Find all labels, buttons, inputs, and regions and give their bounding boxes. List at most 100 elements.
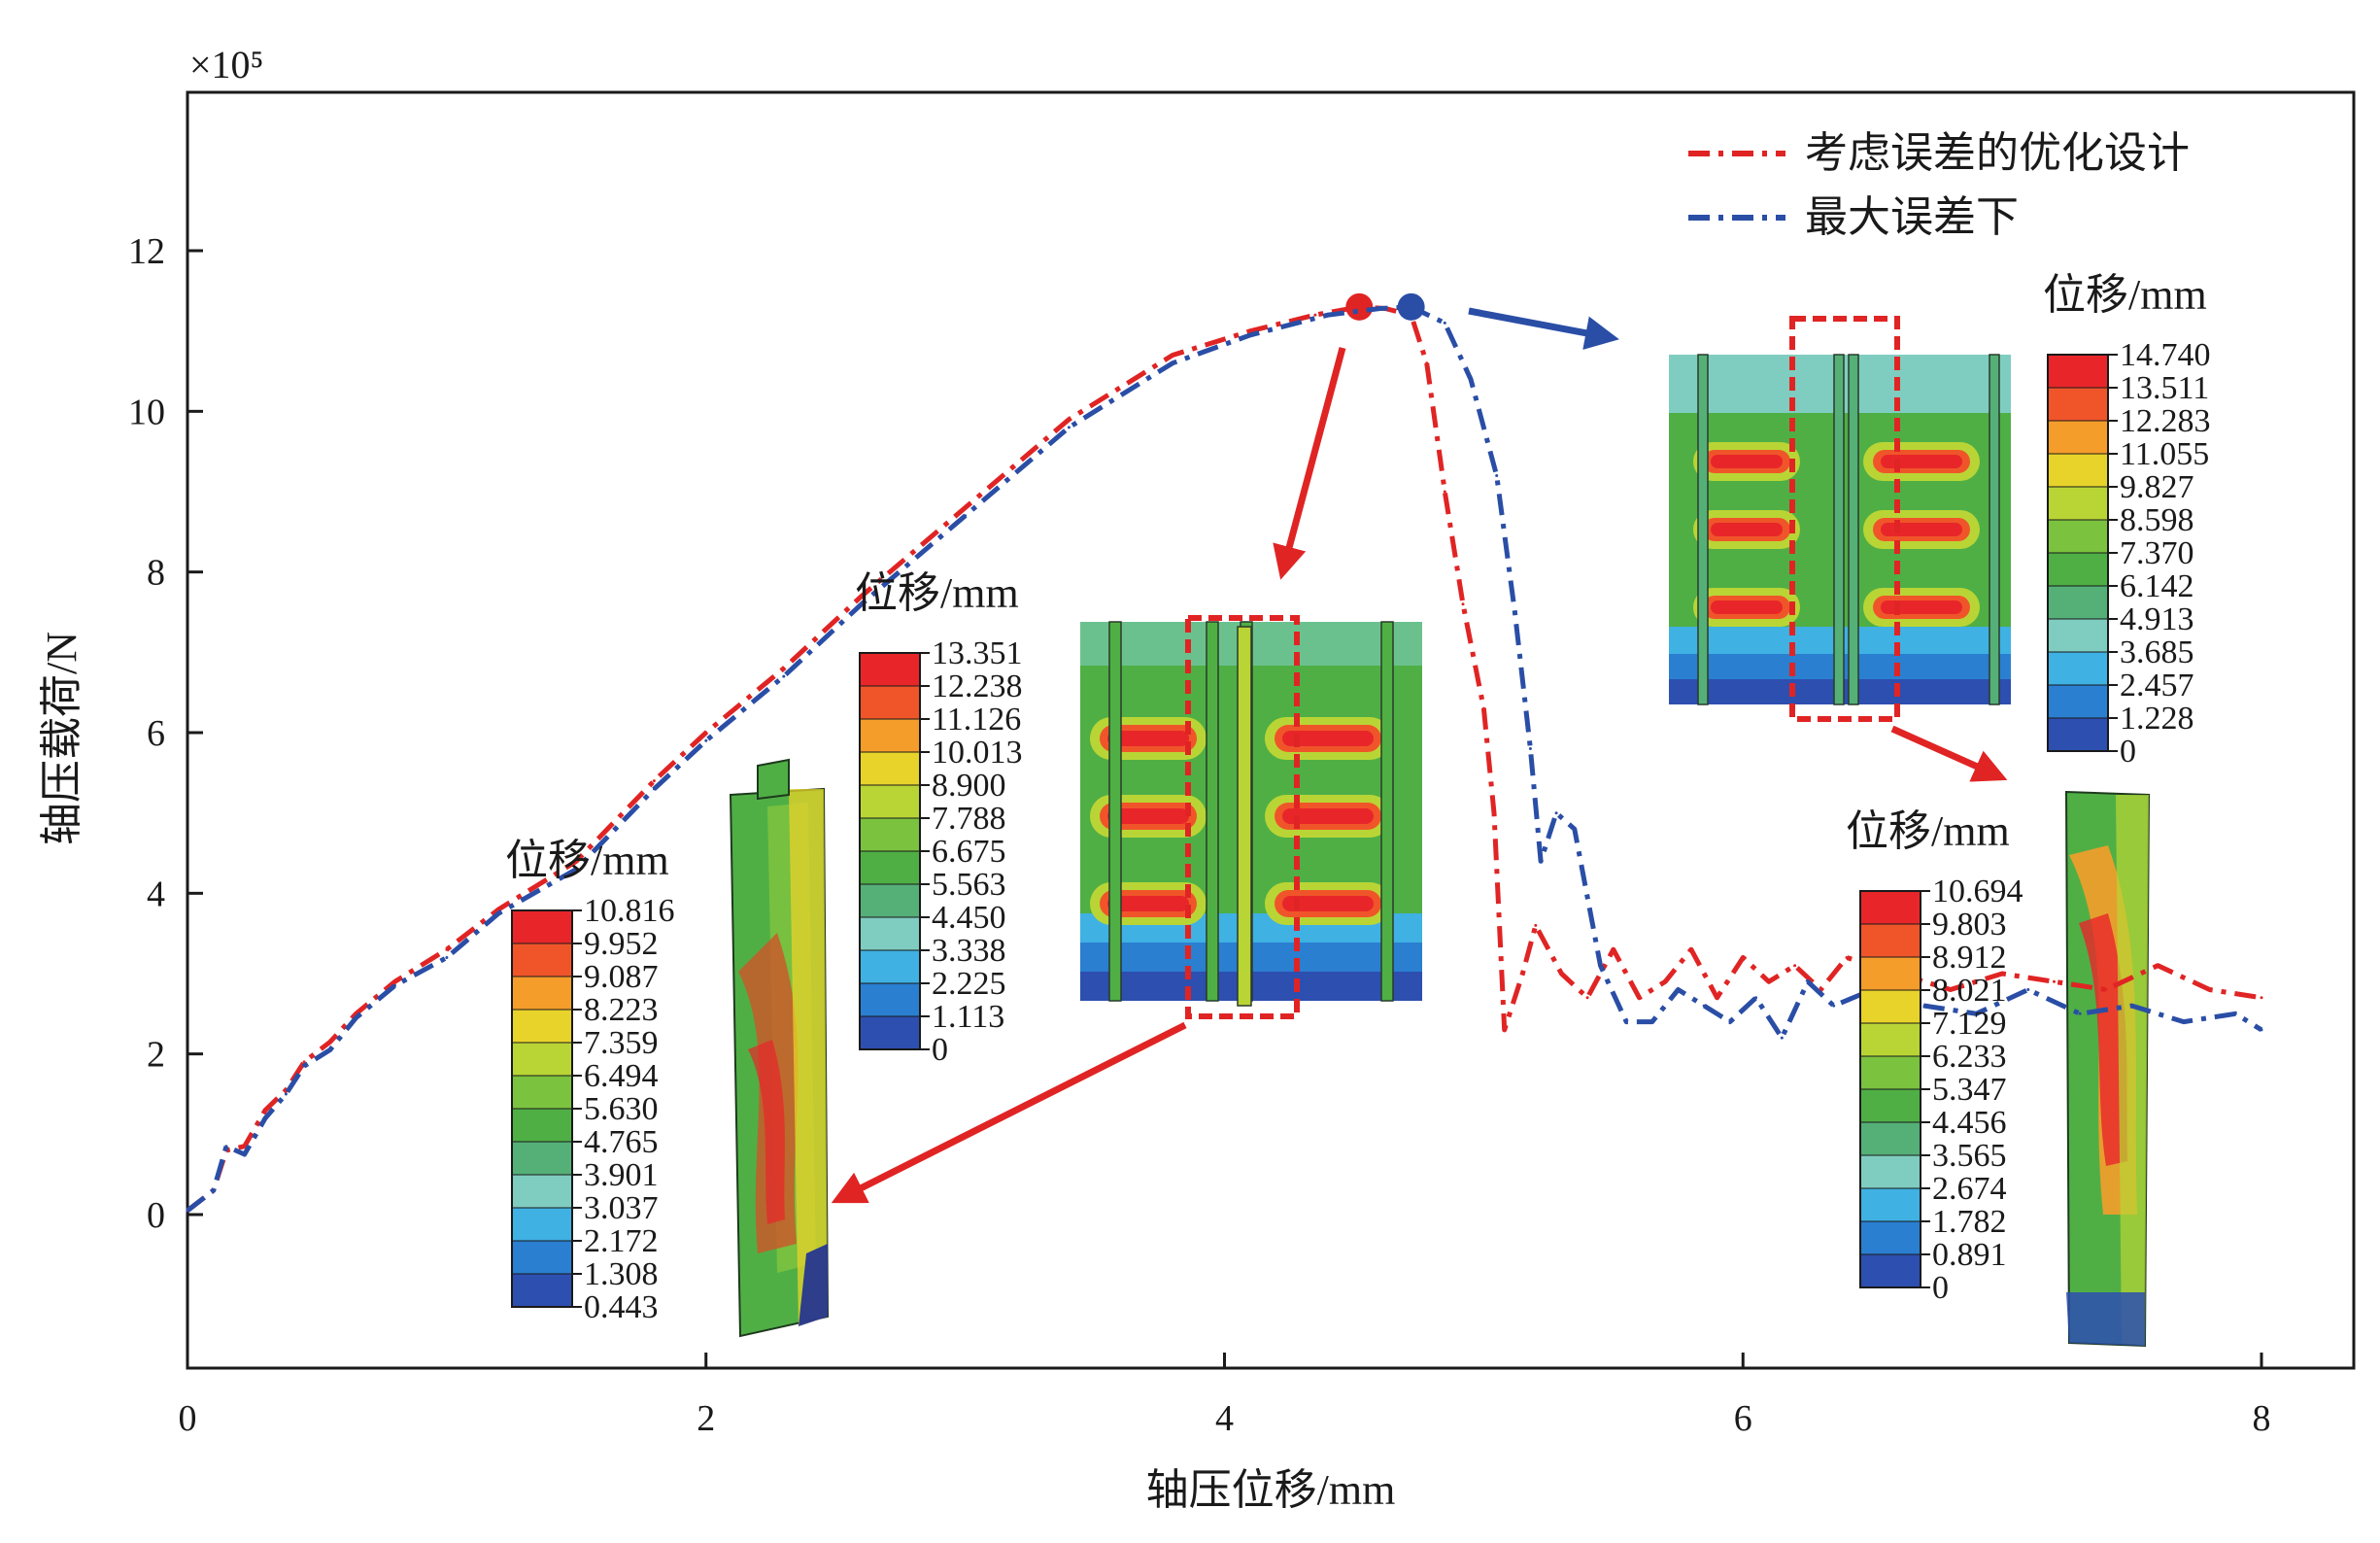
colorbar-3-value-7: 6.142 [2120,568,2194,604]
series-2-point-27 [1513,610,1516,614]
series-1-point-42 [1793,964,1797,968]
series-1-point-35 [1612,947,1615,951]
series-2-point-22 [1378,307,1382,310]
series-2-point-24 [1443,321,1446,325]
colorbar-1-band-4 [511,1042,573,1077]
series-2-point-32 [1599,964,1602,968]
colorbar-2-value-1: 12.238 [932,669,1023,704]
colorbar-2-band-7 [859,883,921,918]
axes: 0 2 4 6 8 0 2 4 6 8 10 12 [128,231,2271,1439]
colorbar-2-value-0: 13.351 [932,635,1023,671]
colorbar-1-band-8 [511,1174,573,1209]
series-1-point-25 [1425,361,1429,365]
colorbar-1-band-3 [511,1009,573,1044]
colorbar-3-value-9: 3.685 [2120,634,2194,670]
colorbar-3-band-2 [2047,420,2109,455]
colorbar-1-band-5 [511,1075,573,1110]
colorbar-4-value-1: 9.803 [1932,907,2007,943]
colorbar-4: 位移/mm 10.6949.8038.9128.0217.1296.2335.34… [1846,807,2023,1306]
series-1-point-33 [1559,972,1563,976]
colorbar-4-band-10 [1859,1220,1921,1255]
colorbar-title-4: 位移/mm [1846,807,2010,855]
series-2-point-49 [2233,1012,2237,1015]
colorbar-4-value-5: 6.233 [1932,1039,2007,1075]
colorbar-1-value-8: 3.901 [584,1157,659,1193]
colorbar-3-band-6 [2047,552,2109,587]
x-tick-label-1: 2 [697,1398,715,1439]
colorbar-3-band-1 [2047,387,2109,422]
colorbar-2-band-4 [859,784,921,819]
highlight-box-right [1789,316,1900,722]
x-axis-label: 轴压位移/mm [1146,1466,1396,1514]
series-2-point-8 [355,1016,357,1019]
colorbar-4-band-9 [1859,1187,1921,1222]
series-1-point-51 [2208,988,2212,991]
series-1-point-52 [2260,996,2263,1000]
colorbar-3-value-8: 4.913 [2120,601,2194,637]
colorbar-2-value-5: 7.788 [932,801,1006,837]
colorbar-2-value-4: 8.900 [932,768,1006,804]
colorbar-2-band-0 [859,652,921,687]
series-2-point-33 [1624,1020,1628,1024]
series-2-point-43 [1922,1004,1926,1008]
arrow-peak-to-right [1468,307,1619,350]
colorbar-1-value-3: 8.223 [584,992,659,1028]
colorbar-4-band-4 [1859,1022,1921,1057]
series-line-1 [186,304,2262,1213]
colorbar-3-band-3 [2047,453,2109,488]
series-2-point-18 [1067,426,1071,429]
series-1-point-36 [1638,996,1641,1000]
series-1-point-41 [1767,979,1771,983]
series-2-point-6 [302,1064,306,1068]
colorbar-1-value-11: 1.308 [584,1256,659,1292]
colorbar-1-band-9 [511,1207,573,1242]
x-tick-label-2: 4 [1215,1398,1234,1439]
colorbar-2-value-3: 10.013 [932,735,1023,771]
colorbar-1-band-11 [511,1273,573,1308]
series-1-point-37 [1663,979,1667,983]
colorbar-3-band-9 [2047,651,2109,686]
series-1-point-19 [1171,354,1174,357]
colorbar-3-value-5: 8.598 [2120,502,2194,538]
series-2-point-34 [1650,1020,1654,1024]
series-1-point-44 [1845,956,1849,959]
highlight-box-middle [1185,615,1300,1019]
series-2-point-5 [284,1092,288,1096]
colorbar-1-band-1 [511,943,573,977]
colorbar-2-value-2: 11.126 [932,702,1021,737]
series-1-point-26 [1443,490,1446,494]
x-tick-label-4: 8 [2253,1398,2271,1439]
colorbar-4-value-4: 7.129 [1932,1006,2007,1042]
colorbar-2-band-10 [859,982,921,1017]
series-1-point-32 [1534,923,1538,927]
series-2-point-17 [964,514,968,518]
colorbar-1: 位移/mm 10.8169.9529.0878.2237.3596.4945.63… [505,837,675,1325]
series-1-point-39 [1716,996,1719,1000]
series-2-point-45 [2026,988,2030,991]
colorbar-4-band-7 [1859,1121,1921,1156]
series-2-point-47 [2130,1004,2134,1008]
colorbar-1-band-7 [511,1141,573,1176]
colorbar-3-value-0: 14.740 [2120,337,2211,373]
fea-images [729,316,2151,1348]
series-1-point-29 [1492,811,1496,815]
colorbar-4-value-0: 10.694 [1932,874,2023,909]
colorbar-3-band-7 [2047,585,2109,620]
colorbar-4-value-9: 2.674 [1932,1171,2007,1207]
colorbar-2-band-9 [859,949,921,984]
colorbar-2-value-8: 4.450 [932,900,1006,936]
annotation-arrows [831,307,2008,1204]
series-1-point-15 [782,667,786,670]
arrow-right-to-stiffener [1890,725,2008,782]
colorbar-2-band-5 [859,817,921,852]
series-1-point-14 [704,731,708,735]
y-axis-label: 轴压载荷/N [38,632,85,845]
series-1-point-40 [1741,956,1745,959]
legend-label-series-2: 最大误差下 [1805,193,2019,241]
series-1-point-49 [2104,988,2108,991]
series-1-point-9 [393,979,396,983]
series-1-point-34 [1585,996,1589,1000]
series-2-point-10 [445,956,449,959]
series-2-point-26 [1495,474,1499,477]
y-tick-label-0: 0 [147,1195,165,1236]
